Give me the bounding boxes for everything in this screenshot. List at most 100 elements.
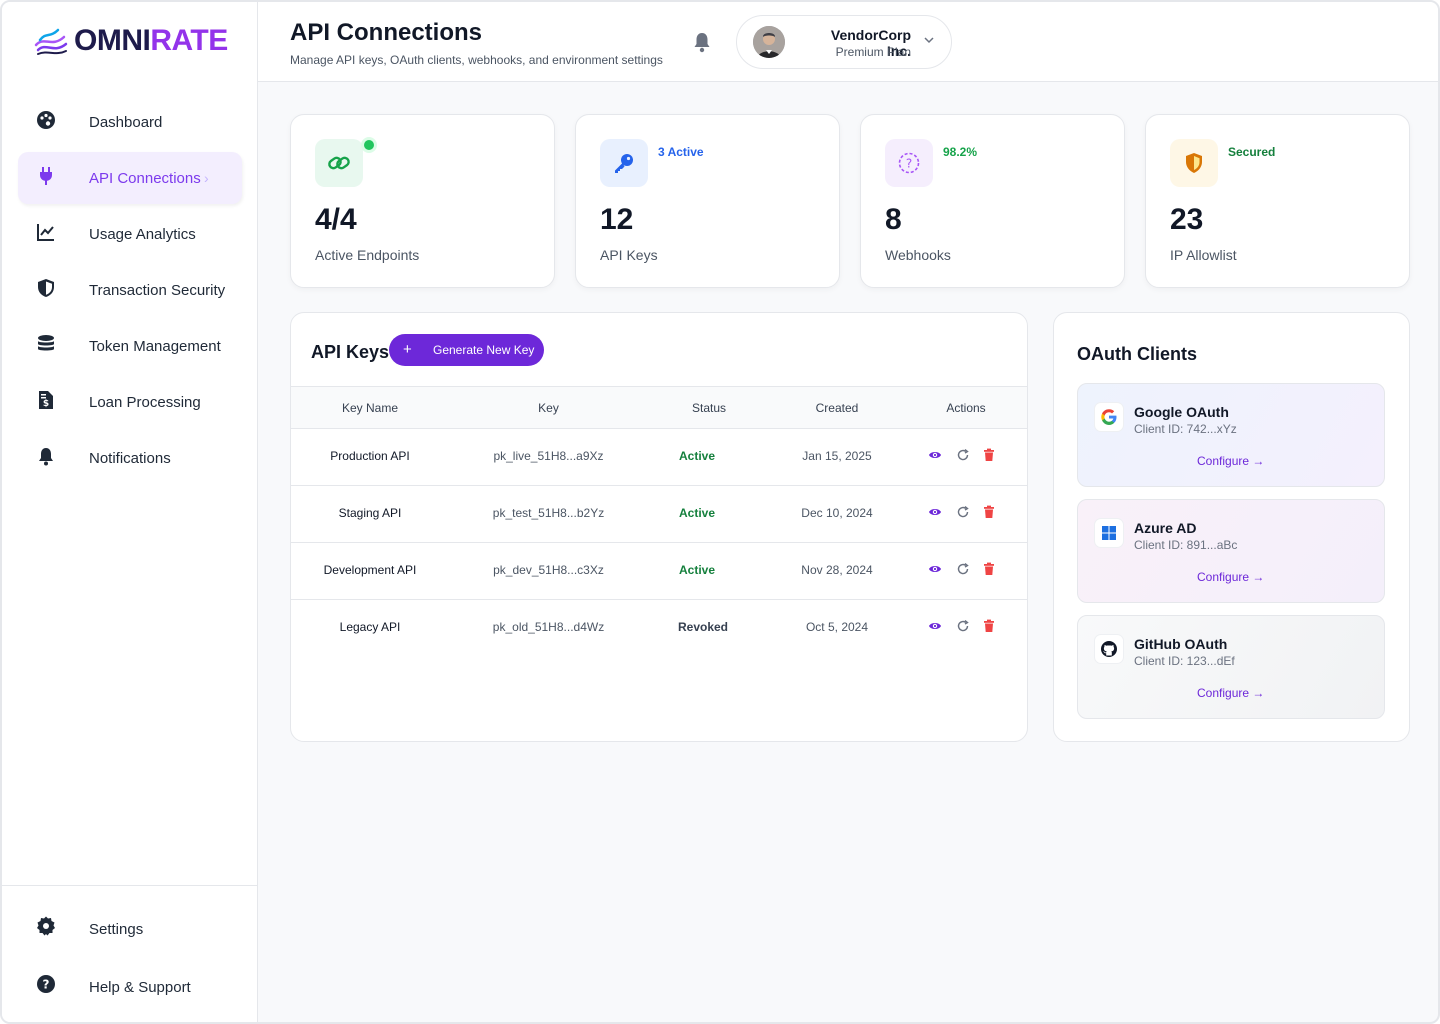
user-name: VendorCorp Inc. (830, 27, 911, 59)
sidebar: OMNI RATE Dashboard API Connections › Usa… (2, 2, 258, 1022)
stat-badge: Secured (1228, 145, 1276, 159)
oauth-client-name: GitHub OAuth (1134, 636, 1228, 652)
sidebar-item-label: Dashboard (89, 113, 163, 131)
sidebar-item-api-connections[interactable]: API Connections › (18, 152, 242, 204)
user-menu[interactable]: VendorCorp Inc. Premium Plan (736, 15, 952, 69)
brand-name-part1: OMNI (74, 24, 151, 57)
question-circle-icon: ? (898, 152, 920, 174)
column-header: Key (538, 401, 559, 415)
oauth-client-card-github: GitHub OAuth Client ID: 123...dEf Config… (1077, 615, 1385, 719)
sidebar-item-notifications[interactable]: Notifications (18, 432, 242, 484)
shield-icon (38, 279, 54, 297)
stat-icon-box: ? (885, 139, 933, 187)
stat-card-webhooks: ? 98.2% 8 Webhooks (860, 114, 1125, 288)
top-header: API Connections Manage API keys, OAuth c… (258, 2, 1438, 82)
sidebar-item-loan-processing[interactable]: $ Loan Processing (18, 376, 242, 428)
sidebar-item-label: Help & Support (89, 978, 191, 996)
stat-badge: 3 Active (658, 145, 704, 159)
refresh-icon[interactable] (956, 619, 970, 633)
sidebar-item-settings[interactable]: Settings (18, 902, 242, 956)
table-header: Key Name Key Status Created Actions (291, 386, 1027, 429)
stat-caption: Active Endpoints (315, 247, 420, 263)
stat-value: 23 (1170, 203, 1204, 236)
trash-icon[interactable] (982, 619, 996, 633)
plus-icon: + (403, 341, 412, 358)
table-row: Staging API pk_test_51H8...b2Yz Active D… (291, 486, 1027, 543)
api-keys-panel: API Keys + Generate New Key Key Name Key… (290, 312, 1028, 742)
plug-icon (40, 167, 52, 185)
sidebar-item-label: Token Management (89, 337, 221, 355)
key-name: Legacy API (339, 620, 401, 634)
refresh-icon[interactable] (956, 448, 970, 462)
key-icon (615, 154, 633, 173)
stat-value: 4/4 (315, 203, 357, 236)
configure-link[interactable]: Configure → (1197, 570, 1265, 584)
key-value: pk_dev_51H8...c3Xz (493, 563, 604, 577)
sidebar-nav: Dashboard API Connections › Usage Analyt… (18, 96, 242, 488)
stat-caption: API Keys (600, 247, 658, 263)
table-row: Production API pk_live_51H8...a9Xz Activ… (291, 429, 1027, 486)
eye-icon[interactable] (928, 448, 942, 462)
coins-icon (38, 335, 54, 351)
file-invoice-dollar-icon: $ (39, 391, 53, 409)
eye-icon[interactable] (928, 619, 942, 633)
sidebar-item-dashboard[interactable]: Dashboard (18, 96, 242, 148)
notification-bell-icon[interactable] (692, 31, 712, 53)
avatar (753, 26, 785, 58)
sidebar-item-label: API Connections (89, 169, 201, 187)
refresh-icon[interactable] (956, 562, 970, 576)
key-name: Production API (330, 449, 410, 463)
sidebar-item-label: Notifications (89, 449, 171, 467)
table-row: Development API pk_dev_51H8...c3Xz Activ… (291, 543, 1027, 600)
created-date: Nov 28, 2024 (801, 563, 873, 577)
question-circle-icon: ? (37, 975, 55, 993)
windows-icon (1094, 518, 1124, 548)
oauth-client-id: Client ID: 891...aBc (1134, 538, 1238, 552)
status-online-dot (364, 140, 374, 150)
status-badge: Active (678, 506, 716, 520)
oauth-client-name: Google OAuth (1134, 404, 1229, 420)
brand-logo[interactable]: OMNI RATE (32, 24, 228, 58)
oauth-client-card-azure: Azure AD Client ID: 891...aBc Configure … (1077, 499, 1385, 603)
sidebar-item-help-support[interactable]: ? Help & Support (18, 960, 242, 1014)
trash-icon[interactable] (982, 505, 996, 519)
svg-text:?: ? (43, 978, 50, 992)
google-icon (1094, 402, 1124, 432)
api-keys-title: API Keys (311, 342, 390, 362)
sidebar-item-token-management[interactable]: Token Management (18, 320, 242, 372)
trash-icon[interactable] (982, 448, 996, 462)
palette-icon (37, 111, 55, 129)
trash-icon[interactable] (982, 562, 996, 576)
refresh-icon[interactable] (956, 505, 970, 519)
link-icon (328, 156, 350, 170)
oauth-client-id: Client ID: 123...dEf (1134, 654, 1235, 668)
sidebar-item-transaction-security[interactable]: Transaction Security (18, 264, 242, 316)
shield-icon (1186, 153, 1202, 173)
oauth-clients-panel: OAuth Clients Google OAuth Client ID: 74… (1053, 312, 1410, 742)
stat-value: 12 (600, 203, 634, 236)
chart-line-icon (37, 224, 54, 241)
column-header: Status (691, 401, 727, 415)
column-header: Key Name (341, 401, 399, 415)
button-label: Generate New Key (433, 343, 535, 357)
chevron-down-icon (924, 37, 934, 44)
key-value: pk_test_51H8...b2Yz (492, 506, 605, 520)
status-badge: Active (678, 449, 716, 463)
key-name: Staging API (338, 506, 402, 520)
eye-icon[interactable] (928, 562, 942, 576)
stat-icon-box (1170, 139, 1218, 187)
column-header: Created (815, 401, 859, 415)
sidebar-item-label: Usage Analytics (89, 225, 196, 243)
sidebar-item-label: Loan Processing (89, 393, 201, 411)
sidebar-item-usage-analytics[interactable]: Usage Analytics (18, 208, 242, 260)
logo-mark-icon (34, 28, 68, 55)
configure-link[interactable]: Configure → (1197, 686, 1265, 700)
configure-link[interactable]: Configure → (1197, 454, 1265, 468)
created-date: Oct 5, 2024 (805, 620, 869, 634)
stat-badge: 98.2% (943, 145, 978, 159)
status-badge: Revoked (677, 620, 729, 634)
eye-icon[interactable] (928, 505, 942, 519)
gear-icon (37, 916, 55, 936)
generate-new-key-button[interactable]: + Generate New Key (389, 334, 544, 366)
